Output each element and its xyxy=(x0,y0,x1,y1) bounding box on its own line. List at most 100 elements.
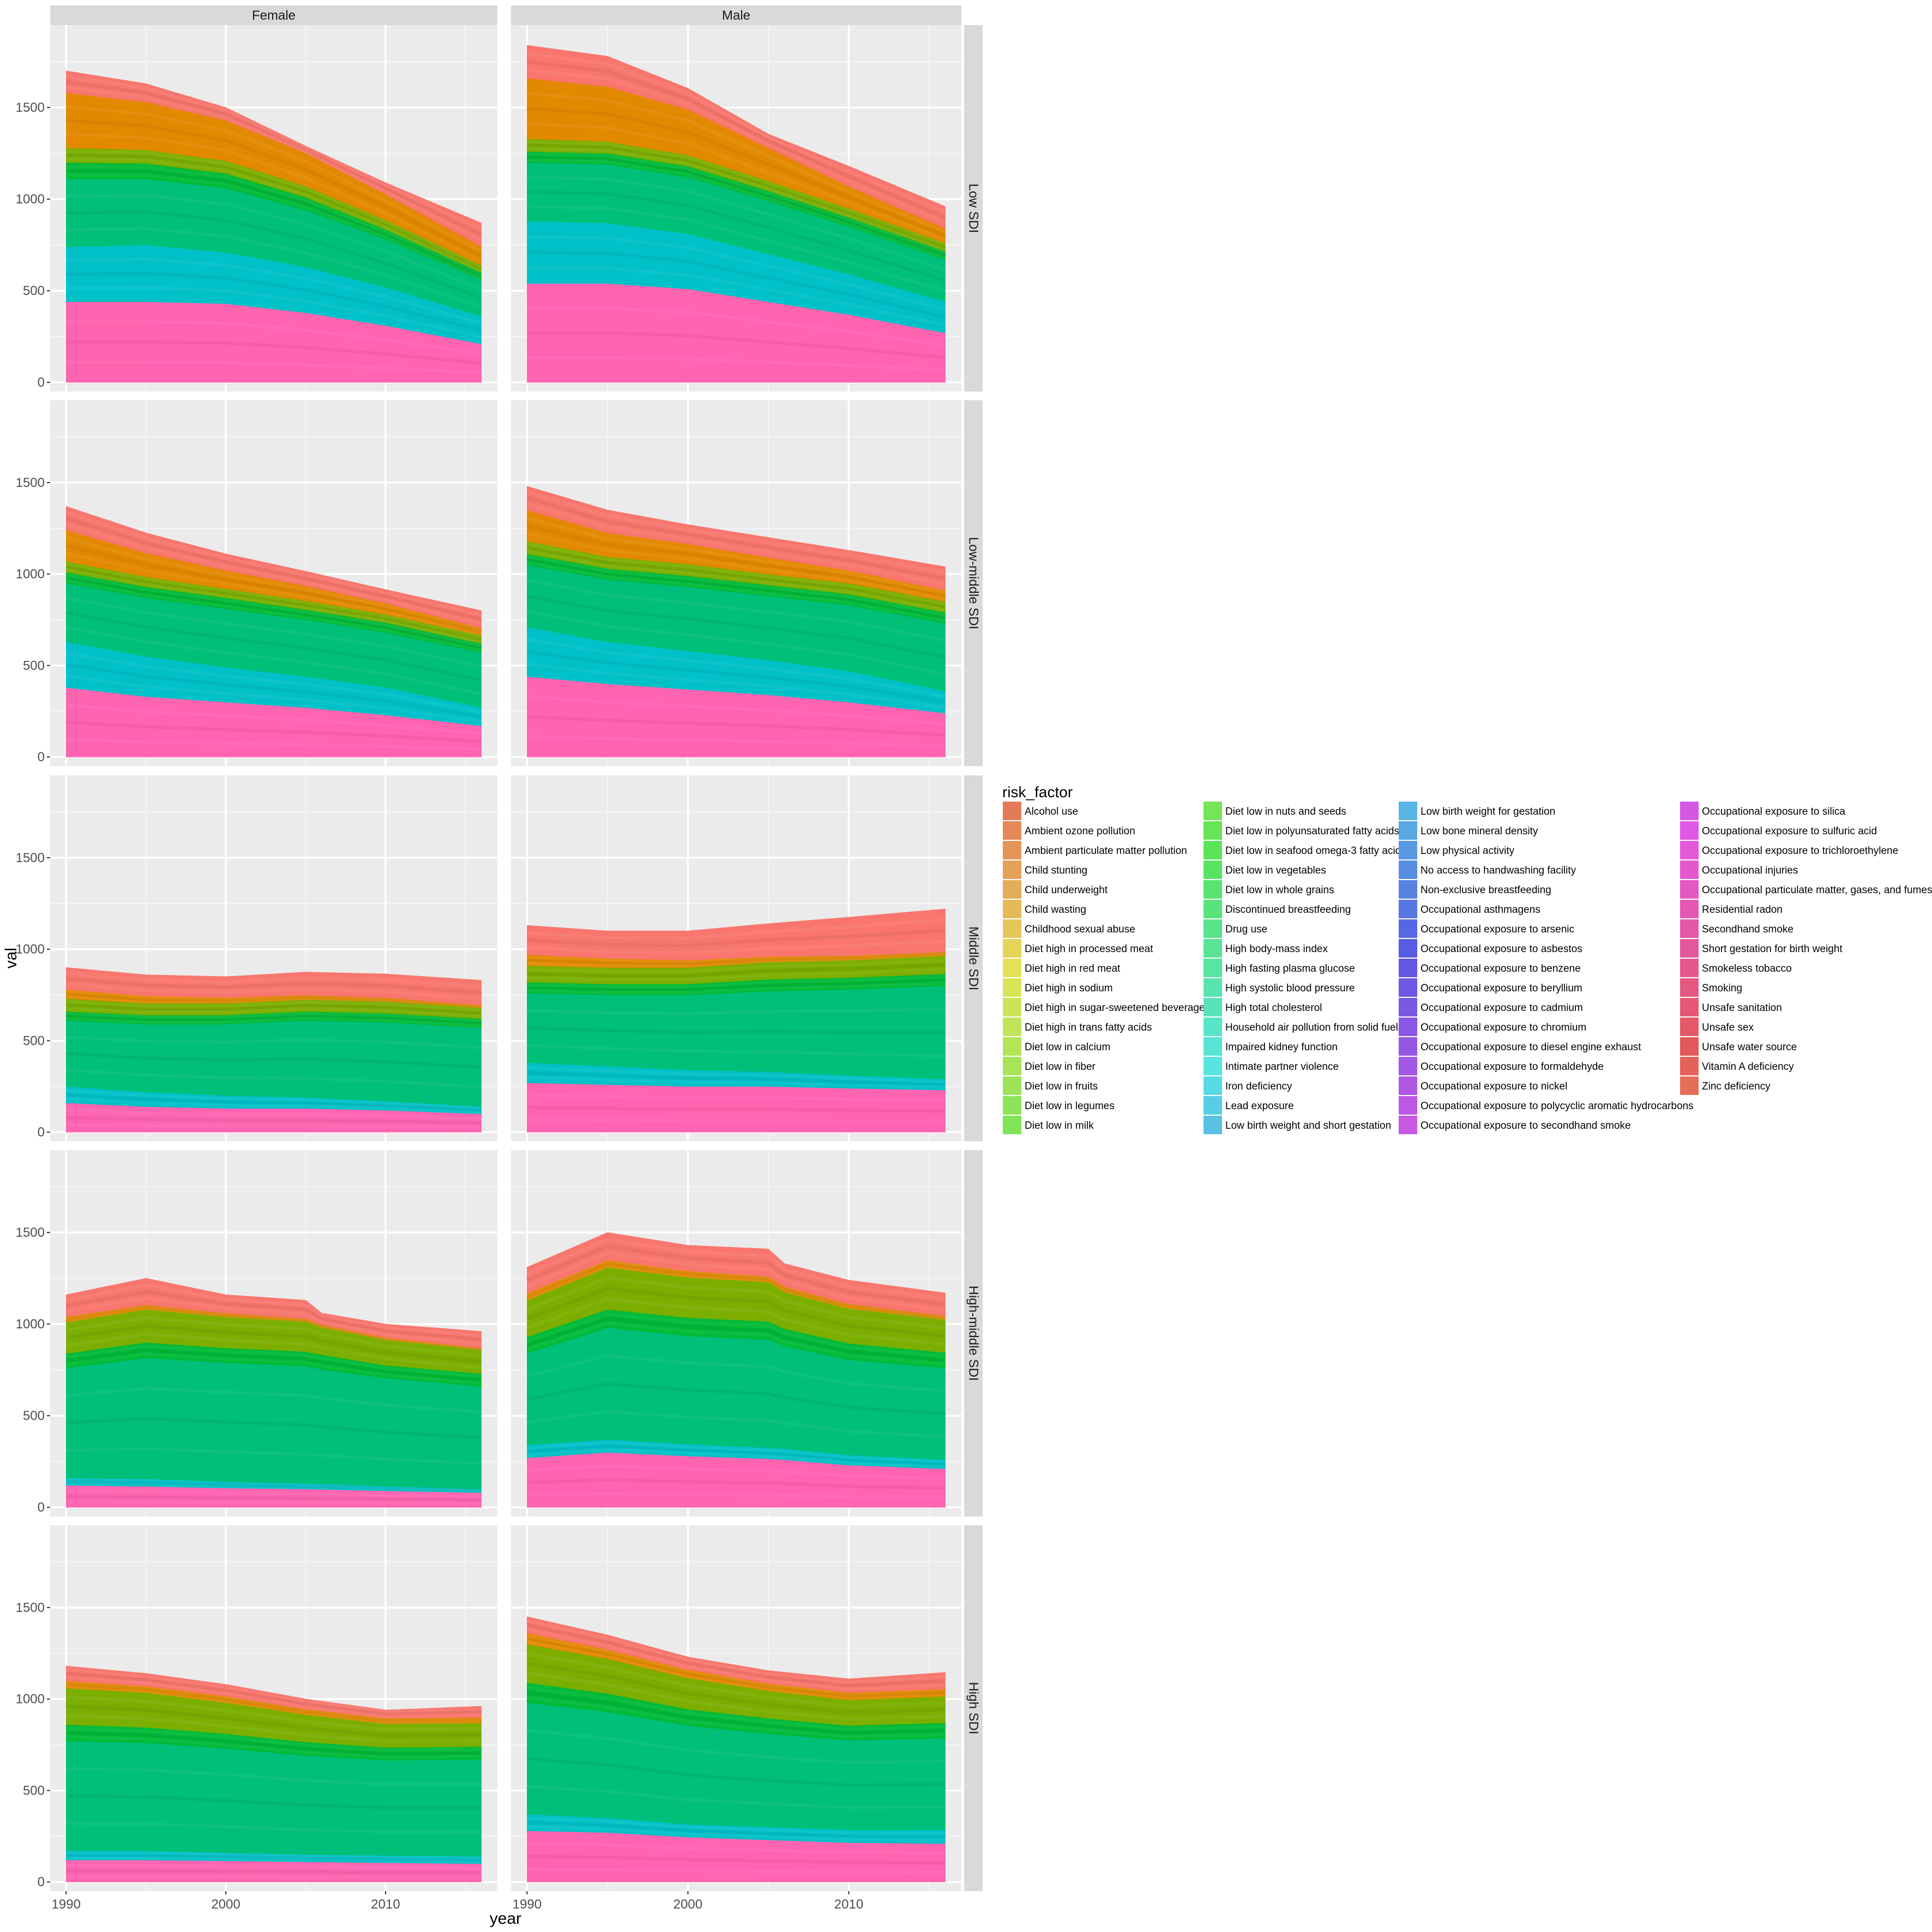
area-band-striation xyxy=(66,194,482,291)
area-band-striation xyxy=(65,625,482,696)
y-axis-tick-label: 1000 xyxy=(16,1692,45,1707)
legend-key-occupational-exposure-to-diesel-engine-exhaust xyxy=(1399,1037,1417,1056)
legend-key-secondhand-smoke xyxy=(1680,919,1699,938)
area-band-striation xyxy=(66,1006,482,1018)
y-axis-tick-label: 1000 xyxy=(16,1317,45,1332)
area-band-striation xyxy=(526,1244,946,1307)
legend-label: Diet low in fiber xyxy=(1025,1061,1096,1073)
area-band-striation xyxy=(527,1816,946,1835)
area-band-striation xyxy=(527,1491,946,1500)
legend-label: Unsafe sex xyxy=(1702,1022,1754,1033)
legend-label: Impaired kidney function xyxy=(1225,1042,1338,1053)
legend-key-occupational-exposure-to-benzene xyxy=(1399,959,1417,977)
legend-key-unsafe-water-source xyxy=(1680,1037,1699,1056)
legend-key-diet-low-in-seafood-omega-3-fatty-acids xyxy=(1203,841,1222,859)
area-band-striation xyxy=(65,86,483,243)
area-band-striation xyxy=(527,735,946,748)
legend-key-intimate-partner-violence xyxy=(1203,1057,1222,1075)
legend-key-occupational-exposure-to-nickel xyxy=(1399,1076,1417,1095)
area-band-striation xyxy=(526,1627,946,1691)
legend-label: Diet low in calcium xyxy=(1025,1042,1110,1053)
area-band-striation xyxy=(66,1014,482,1025)
area-band-striation xyxy=(527,637,946,699)
area-band-striation xyxy=(66,1052,482,1069)
legend-key-occupational-exposure-to-trichloroethylene xyxy=(1680,841,1699,859)
area-band-striation xyxy=(65,1324,482,1364)
y-axis-tick-label: 1000 xyxy=(16,567,45,582)
legend-label: Occupational exposure to cadmium xyxy=(1421,1002,1583,1014)
area-band-striation xyxy=(526,532,946,600)
area-band-striation xyxy=(527,1410,946,1439)
area-band-striation xyxy=(66,1671,482,1716)
area-band-striation xyxy=(66,995,482,1009)
area-band-striation xyxy=(526,1262,946,1320)
area-band-striation xyxy=(527,1441,946,1464)
legend-label: Unsafe water source xyxy=(1702,1042,1797,1053)
area-band-striation xyxy=(527,140,946,247)
area-band-striation xyxy=(526,594,946,659)
legend-label: Occupational exposure to secondhand smok… xyxy=(1421,1120,1631,1131)
area-band-striation xyxy=(66,1875,482,1879)
area-band-striation xyxy=(527,1043,946,1058)
area-band-striation xyxy=(65,536,482,632)
area-band-striation xyxy=(66,1003,482,1015)
legend-label: Occupational exposure to arsenic xyxy=(1421,924,1574,935)
legend-label: Smokeless tobacco xyxy=(1702,963,1792,974)
area-band-striation xyxy=(66,1480,482,1492)
area-band-striation xyxy=(65,516,482,621)
legend-label: Secondhand smoke xyxy=(1702,924,1793,935)
area-band-striation xyxy=(66,738,482,751)
legend-key-occupational-exposure-to-chromium xyxy=(1399,1018,1417,1036)
legend-key-childhood-sexual-abuse xyxy=(1003,919,1021,938)
legend-label: Occupational injuries xyxy=(1702,865,1798,876)
legend-key-drug-use xyxy=(1203,919,1222,938)
legend-key-lead-exposure xyxy=(1203,1096,1222,1115)
area-band-striation xyxy=(65,651,482,714)
area-band-striation xyxy=(526,1640,946,1700)
legend-key-diet-low-in-legumes xyxy=(1003,1096,1021,1115)
legend-label: Diet high in sodium xyxy=(1025,983,1113,994)
legend-key-diet-low-in-whole-grains xyxy=(1203,880,1222,899)
legend-label: High body-mass index xyxy=(1225,943,1328,955)
area-band-striation xyxy=(66,1123,482,1129)
area-band-striation xyxy=(526,1619,946,1684)
area-band-striation xyxy=(66,210,482,300)
legend-label: Low physical activity xyxy=(1421,845,1515,857)
area-band-striation xyxy=(526,549,946,612)
y-axis-tick-label: 500 xyxy=(23,1783,45,1798)
legend-key-occupational-asthmagens xyxy=(1399,900,1417,918)
area-band-striation xyxy=(66,1478,482,1492)
area-band-striation xyxy=(65,75,482,231)
area-band-striation xyxy=(527,715,946,737)
area-band-striation xyxy=(527,967,946,982)
area-band-striation xyxy=(526,1297,946,1346)
area-band-striation xyxy=(65,1305,482,1351)
area-band-striation xyxy=(66,226,482,309)
area-band-striation xyxy=(526,1634,946,1696)
legend-key-occupational-exposure-to-formaldehyde xyxy=(1399,1057,1417,1075)
legend-key-diet-high-in-processed-meat xyxy=(1003,939,1021,958)
x-axis-title: year xyxy=(490,1910,521,1928)
legend-label: Non-exclusive breastfeeding xyxy=(1421,884,1551,896)
legend-key-occupational-exposure-to-secondhand-smoke xyxy=(1399,1116,1417,1134)
area-band-alcohol-use-ambient-particulate-band xyxy=(527,1616,946,1693)
area-band-striation xyxy=(65,562,482,639)
area-band-striation xyxy=(527,952,946,966)
area-band-striation xyxy=(526,1382,946,1416)
area-band-striation xyxy=(66,720,482,743)
facet-strip-female xyxy=(50,5,497,25)
area-band-striation xyxy=(527,1444,946,1466)
area-band-striation xyxy=(66,1681,482,1722)
area-band-striation xyxy=(66,118,483,258)
area-band-striation xyxy=(65,596,482,669)
legend-label: High systolic blood pressure xyxy=(1225,983,1355,994)
area-band-striation xyxy=(527,143,946,249)
facet-strip-middle-sdi xyxy=(964,775,983,1141)
legend-key-occupational-exposure-to-silica xyxy=(1680,802,1699,820)
area-band-striation xyxy=(66,257,482,325)
area-band-striation xyxy=(527,1825,946,1842)
legend-key-impaired-kidney-function xyxy=(1203,1037,1222,1056)
area-band-striation xyxy=(66,1695,482,1731)
area-band-striation xyxy=(65,552,482,635)
area-band-striation xyxy=(66,971,482,989)
